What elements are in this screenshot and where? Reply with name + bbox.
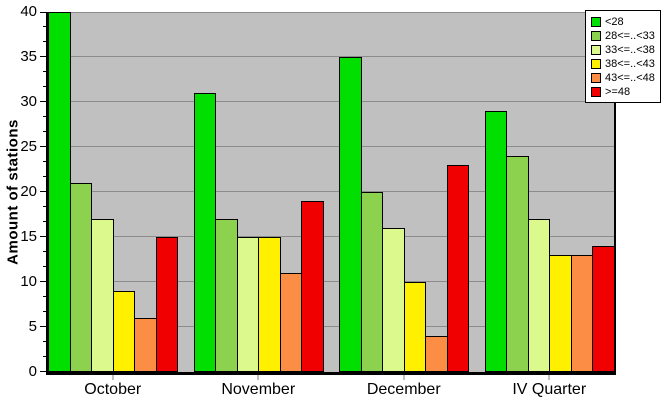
legend-swatch: [591, 87, 601, 97]
bar: [403, 282, 427, 372]
y-axis-tick-label: 35: [20, 48, 37, 65]
y-axis-tick-label: 25: [20, 138, 37, 155]
bar: [506, 156, 529, 372]
y-axis-minor-tick: [43, 296, 46, 297]
y-axis-tick: [40, 191, 46, 192]
bar: [236, 237, 260, 372]
bar: [446, 165, 470, 372]
y-axis-tick: [40, 326, 46, 327]
y-axis-tick: [40, 281, 46, 282]
bar: [258, 237, 281, 372]
y-axis-minor-tick: [43, 266, 46, 267]
x-category-label: October: [84, 381, 142, 398]
bar: [339, 57, 362, 372]
y-axis-minor-tick: [43, 176, 46, 177]
bar: [484, 111, 508, 372]
legend-item: >=48: [591, 85, 656, 99]
legend-label: >=48: [605, 85, 631, 98]
bar: [155, 237, 179, 372]
y-axis-minor-tick: [43, 356, 46, 357]
y-axis-tick: [40, 12, 46, 13]
gridline: [48, 101, 614, 102]
y-axis-minor-tick: [43, 26, 46, 27]
y-axis-tick: [40, 56, 46, 57]
gridline: [48, 326, 614, 327]
legend: <28 28<=..<33 33<=..<38 38<=..<43 43<=..<48 >…: [585, 10, 661, 103]
x-axis-tick: [257, 375, 259, 380]
gridline: [48, 191, 614, 192]
y-axis-minor-tick: [43, 131, 46, 132]
y-axis-minor-tick: [43, 311, 46, 312]
y-axis-tick: [40, 371, 46, 372]
bar: [360, 192, 384, 372]
y-axis-tick: [40, 236, 46, 237]
legend-label: 43<=..<48: [605, 71, 655, 84]
x-axis-tick: [112, 375, 114, 380]
plot-area: 0 5 10 15 20 25 30 35 40 October November December I…: [20, 4, 616, 398]
legend-item: 38<=..<43: [591, 57, 656, 71]
bar: [301, 201, 324, 372]
y-axis-minor-tick: [43, 206, 46, 207]
legend-swatch: [591, 17, 601, 27]
y-axis-minor-tick: [43, 86, 46, 87]
y-axis-minor-tick: [43, 341, 46, 342]
bar: [425, 336, 448, 372]
y-axis-tick-label: 30: [20, 93, 37, 110]
bar: [193, 93, 217, 372]
y-axis-tick-label: 10: [20, 273, 37, 290]
y-axis-tick-label: 0: [28, 363, 37, 380]
bar: [48, 12, 71, 372]
x-category-label: IV Quarter: [512, 381, 587, 398]
legend-swatch: [591, 73, 601, 83]
bar: [549, 255, 572, 372]
y-axis-minor-tick: [43, 251, 46, 252]
bar: [134, 318, 157, 372]
legend-label: 28<=..<33: [605, 29, 655, 42]
y-axis-title: Amount of stations: [4, 119, 22, 265]
y-axis-tick-label: 5: [28, 318, 37, 335]
y-axis-minor-tick: [43, 116, 46, 117]
legend-swatch: [591, 59, 601, 69]
bar: [69, 183, 93, 372]
y-axis-minor-tick: [43, 41, 46, 42]
gridline: [48, 12, 614, 13]
legend-item: 33<=..<38: [591, 43, 656, 57]
legend-item: 43<=..<48: [591, 71, 656, 85]
legend-item: 28<=..<33: [591, 29, 656, 43]
legend-label: 33<=..<38: [605, 43, 655, 56]
y-axis-minor-tick: [43, 221, 46, 222]
bar: [112, 291, 136, 372]
bar: [215, 219, 238, 372]
legend-item: <28: [591, 15, 656, 29]
gridline: [48, 56, 614, 57]
gridline: [48, 281, 614, 282]
bar: [382, 228, 405, 372]
y-axis-tick-label: 15: [20, 228, 37, 245]
y-axis-tick-label: 20: [20, 183, 37, 200]
y-axis-minor-tick: [43, 71, 46, 72]
y-axis-tick: [40, 101, 46, 102]
x-axis-tick: [548, 375, 550, 380]
legend-swatch: [591, 45, 601, 55]
x-axis-tick: [403, 375, 405, 380]
x-category-label: December: [366, 381, 441, 398]
x-category-label: November: [221, 381, 296, 398]
gridline: [48, 146, 614, 147]
bar: [91, 219, 114, 372]
bar: [279, 273, 303, 372]
legend-swatch: [591, 31, 601, 41]
bar: [570, 255, 594, 372]
bar: [527, 219, 551, 372]
y-axis-tick-label: 40: [20, 3, 37, 20]
bar: [592, 246, 615, 372]
legend-label: <28: [605, 15, 624, 28]
y-axis-minor-tick: [43, 161, 46, 162]
gridline: [48, 236, 614, 237]
legend-label: 38<=..<43: [605, 57, 655, 70]
y-axis-tick: [40, 146, 46, 147]
